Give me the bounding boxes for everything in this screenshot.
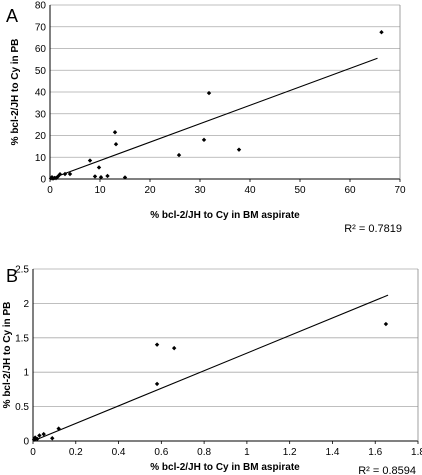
y-tick-label: 70 xyxy=(35,22,47,33)
x-tick-label: 20 xyxy=(144,185,156,196)
data-point xyxy=(96,165,102,170)
x-tick-label: 1.4 xyxy=(325,447,339,458)
y-tick-label: 80 xyxy=(35,1,47,12)
y-tick-label: 1.5 xyxy=(15,333,29,344)
x-tick-label: 1 xyxy=(244,447,250,458)
data-point xyxy=(379,29,384,35)
y-tick-label: 60 xyxy=(35,44,47,55)
data-point xyxy=(41,431,46,437)
data-point xyxy=(236,147,242,152)
x-tick-label: 70 xyxy=(394,185,406,196)
data-point xyxy=(105,173,110,179)
y-tick-label: 50 xyxy=(35,66,47,77)
y-tick-label: 2.5 xyxy=(15,265,29,276)
data-point xyxy=(67,171,73,177)
data-point xyxy=(92,174,98,179)
x-tick-label: 0.4 xyxy=(112,447,126,458)
r-squared-label: R² = 0.8594 xyxy=(358,465,416,475)
x-axis-label: % bcl-2/JH to Cy in BM aspirate xyxy=(150,210,300,221)
x-tick-label: 1.6 xyxy=(368,447,382,458)
data-point xyxy=(154,342,160,347)
data-point xyxy=(112,130,118,135)
y-tick-label: 2 xyxy=(23,299,29,310)
y-axis-label: % bcl-2/JH to Cy in PB xyxy=(10,39,21,146)
y-tick-label: 0 xyxy=(40,175,46,186)
panel-label: A xyxy=(6,6,18,26)
trendline xyxy=(32,294,389,442)
x-tick-label: 30 xyxy=(194,185,206,196)
y-tick-label: 0 xyxy=(23,437,29,448)
data-point xyxy=(57,172,63,177)
y-tick-label: 10 xyxy=(35,153,47,164)
data-point xyxy=(113,142,119,147)
y-tick-label: 40 xyxy=(35,88,47,99)
x-tick-label: 50 xyxy=(294,185,306,196)
data-point xyxy=(98,175,104,180)
x-tick-label: 0 xyxy=(47,185,53,196)
data-point xyxy=(201,137,207,143)
x-tick-label: 60 xyxy=(344,185,356,196)
x-tick-label: 1.2 xyxy=(283,447,297,458)
data-point xyxy=(383,321,389,327)
y-tick-label: 20 xyxy=(35,131,47,142)
data-point xyxy=(122,175,128,180)
data-point xyxy=(171,345,177,351)
data-point xyxy=(32,435,38,440)
data-point xyxy=(176,152,182,158)
data-point xyxy=(56,426,61,431)
x-tick-label: 0 xyxy=(30,447,36,458)
x-tick-label: 10 xyxy=(94,185,106,196)
y-tick-label: 1 xyxy=(23,368,29,379)
x-tick-label: 0.8 xyxy=(197,447,211,458)
data-point xyxy=(154,381,160,387)
data-point xyxy=(50,436,55,441)
data-point xyxy=(206,90,212,96)
y-tick-label: 0.5 xyxy=(15,402,29,413)
data-point xyxy=(87,158,93,163)
x-tick-label: 1.8 xyxy=(411,447,422,458)
data-point xyxy=(37,433,42,438)
x-tick-label: 0.6 xyxy=(154,447,168,458)
panel-label: B xyxy=(6,266,18,286)
y-tick-label: 30 xyxy=(35,109,47,120)
x-tick-label: 40 xyxy=(244,185,256,196)
x-axis-label: % bcl-2/JH to Cy in BM aspirate xyxy=(150,462,300,473)
trendline xyxy=(49,57,378,180)
data-point xyxy=(62,171,68,177)
data-point xyxy=(35,436,40,442)
r-squared-label: R² = 0.7819 xyxy=(344,223,402,235)
x-tick-label: 0.2 xyxy=(69,447,83,458)
y-axis-label: % bcl-2/JH to Cy in PB xyxy=(2,302,13,409)
